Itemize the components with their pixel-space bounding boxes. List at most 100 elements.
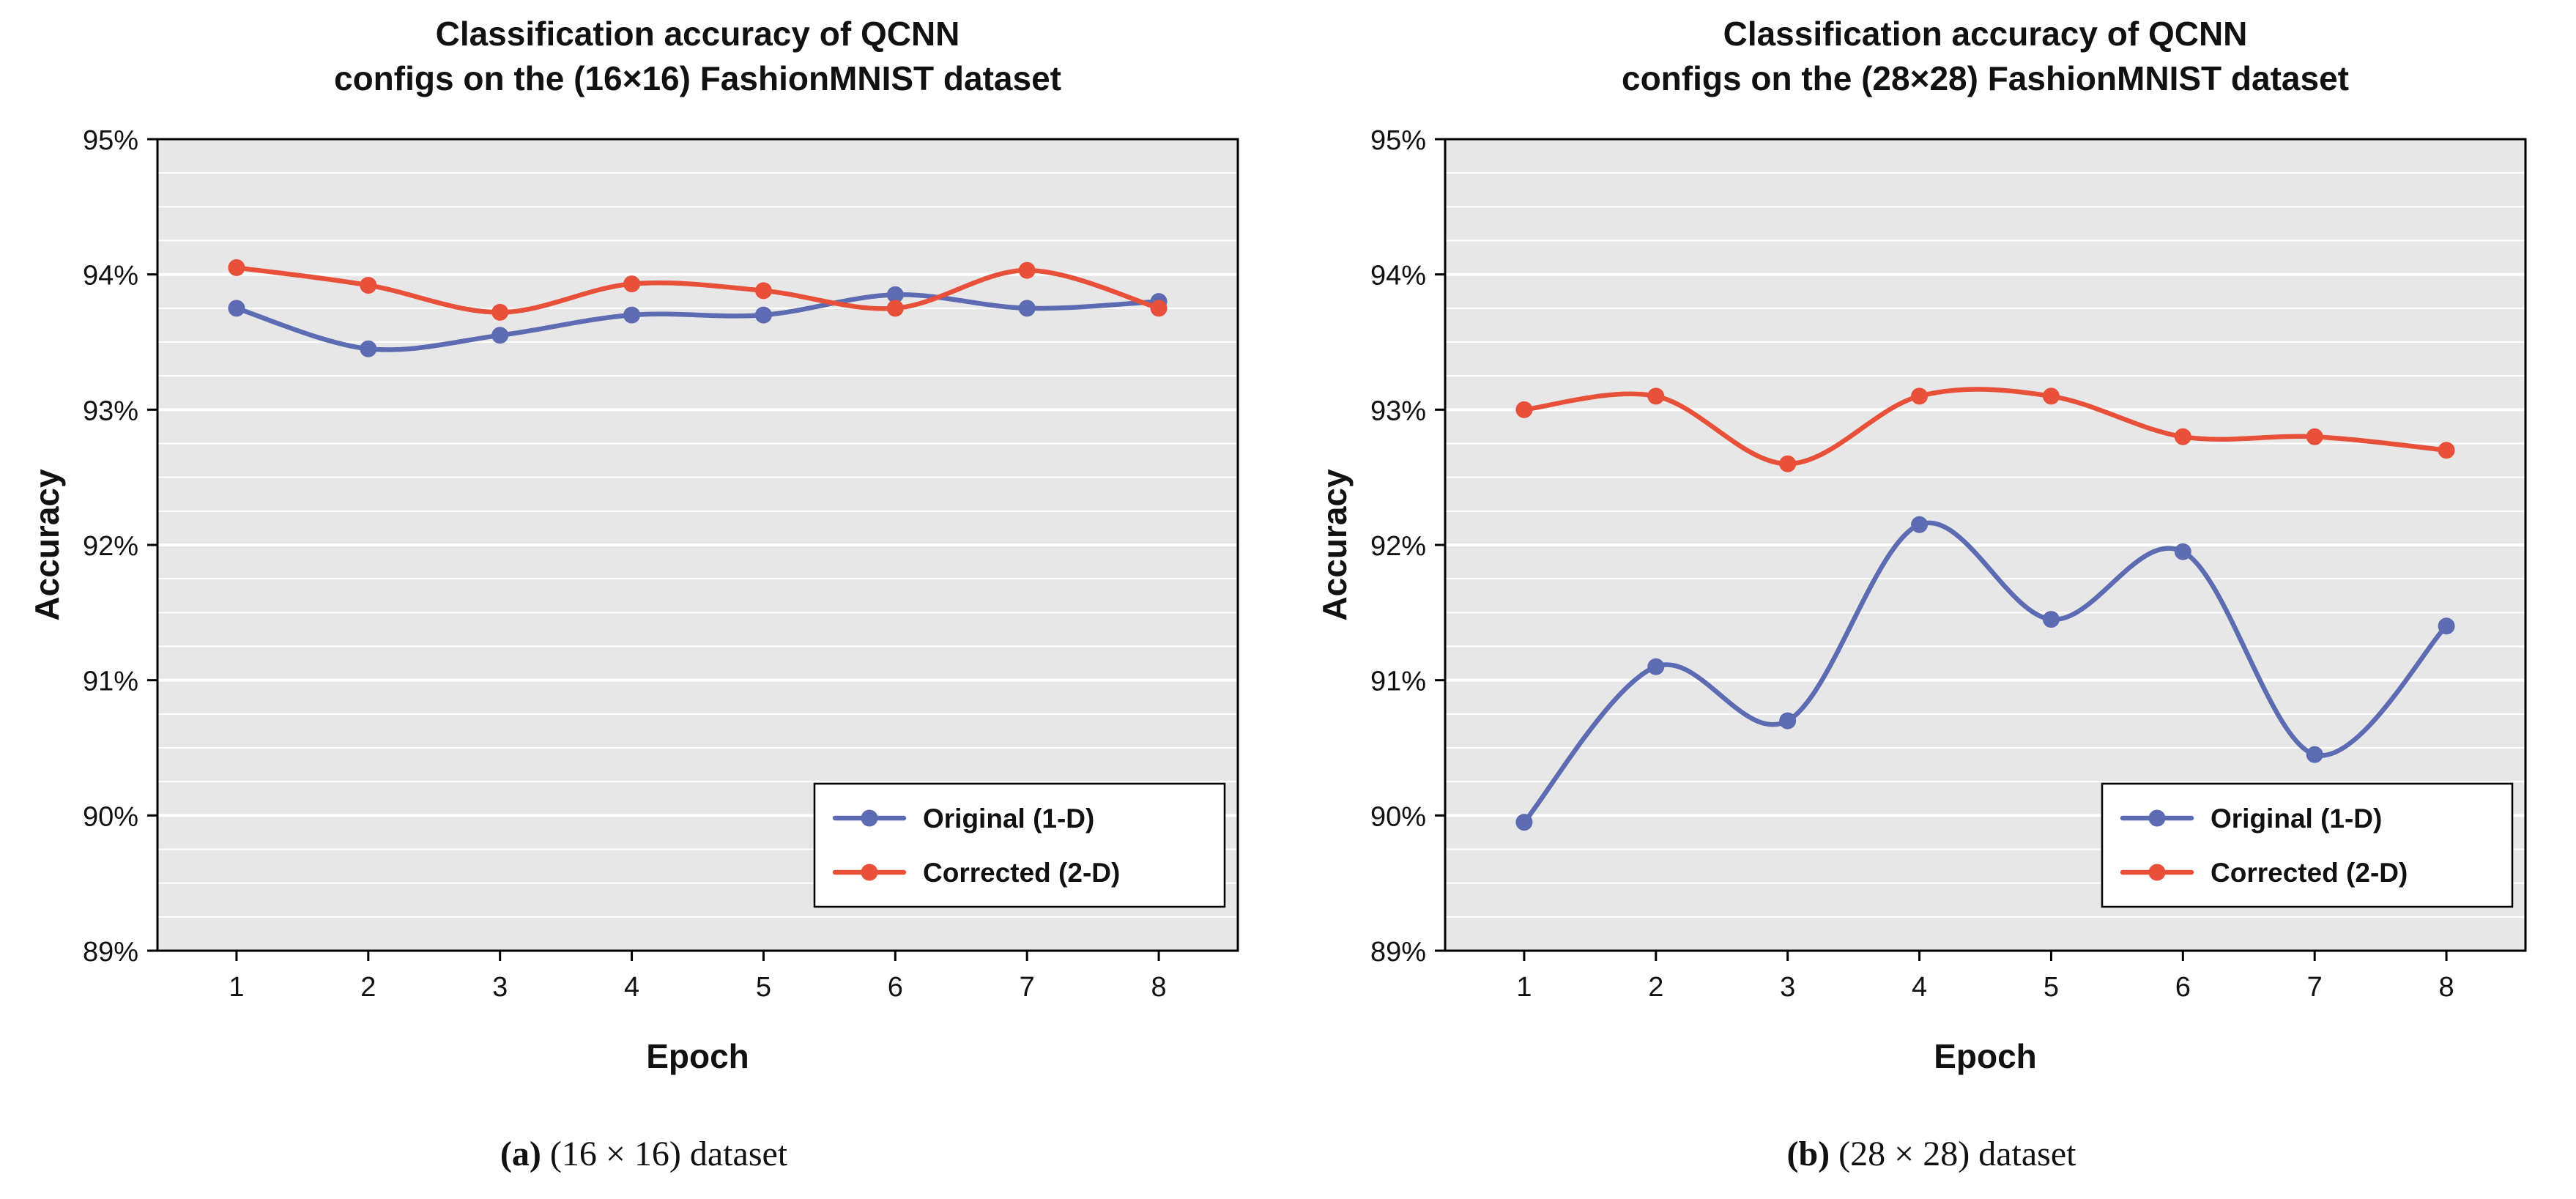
y-tick-label: 91% bbox=[83, 667, 138, 697]
series-line bbox=[1521, 520, 2449, 825]
minor-gridlines bbox=[1445, 172, 2525, 918]
y-axis-label: Accuracy bbox=[1315, 469, 1354, 621]
data-point-marker bbox=[2438, 442, 2455, 459]
legend-label: Corrected (2-D) bbox=[923, 858, 1120, 888]
data-point-marker bbox=[2438, 617, 2455, 635]
y-tick-label: 93% bbox=[83, 396, 138, 426]
chart-title-28x28: Classification accuracy of QCNN configs … bbox=[1622, 15, 2349, 97]
x-axis-label: Epoch bbox=[1934, 1037, 2037, 1075]
x-tick-label: 5 bbox=[2044, 972, 2059, 1003]
x-tick-label: 4 bbox=[1912, 972, 1927, 1003]
x-tick-label: 5 bbox=[756, 972, 771, 1003]
legend-marker bbox=[2148, 809, 2166, 827]
legend: Original (1-D) Corrected (2-D) bbox=[813, 782, 1226, 908]
series-corrected bbox=[1515, 387, 2455, 472]
x-tick-label: 8 bbox=[2439, 972, 2454, 1003]
data-point-marker bbox=[2174, 543, 2191, 560]
y-tick-label: 95% bbox=[83, 125, 138, 156]
y-axis-label: Accuracy bbox=[28, 469, 66, 621]
y-tick-label: 89% bbox=[1370, 937, 1426, 968]
data-point-marker bbox=[2306, 428, 2323, 445]
data-point-marker bbox=[228, 300, 245, 317]
data-point-marker bbox=[1647, 658, 1665, 675]
legend-marker bbox=[2148, 864, 2166, 881]
y-axis-ticks: 89% 90% 91% 92% 93% 94% 95% bbox=[83, 125, 157, 968]
y-tick-label: 93% bbox=[1370, 396, 1426, 426]
data-point-marker bbox=[2042, 387, 2060, 405]
x-tick-label: 3 bbox=[1780, 972, 1795, 1003]
x-axis-ticks: 1 2 3 4 5 6 7 8 bbox=[1516, 951, 2454, 1003]
legend-box bbox=[813, 782, 1226, 908]
data-point-marker bbox=[228, 259, 245, 276]
data-point-marker bbox=[623, 275, 641, 293]
y-tick-label: 90% bbox=[83, 801, 138, 832]
y-tick-label: 92% bbox=[83, 531, 138, 562]
data-point-marker bbox=[2174, 428, 2191, 445]
data-point-marker bbox=[1150, 300, 1168, 317]
legend-label: Original (1-D) bbox=[923, 803, 1094, 834]
x-tick-label: 3 bbox=[492, 972, 508, 1003]
data-point-marker bbox=[754, 306, 772, 324]
x-tick-label: 1 bbox=[229, 972, 244, 1003]
legend: Original (1-D) Corrected (2-D) bbox=[2101, 782, 2514, 908]
y-tick-label: 89% bbox=[83, 937, 138, 968]
subfigure-a: Classification accuracy of QCNN configs … bbox=[0, 15, 1288, 1174]
data-point-marker bbox=[1911, 387, 1929, 405]
data-point-marker bbox=[623, 306, 641, 324]
series-line bbox=[234, 265, 1162, 315]
x-tick-label: 7 bbox=[2307, 972, 2323, 1003]
data-point-marker bbox=[491, 303, 509, 321]
caption-b-label: (b) bbox=[1786, 1135, 1830, 1173]
data-point-marker bbox=[1647, 387, 1665, 405]
y-tick-label: 90% bbox=[1370, 801, 1426, 832]
y-tick-label: 95% bbox=[1370, 125, 1426, 156]
series-line bbox=[234, 292, 1162, 352]
data-point-marker bbox=[1515, 814, 1533, 831]
legend-marker bbox=[861, 864, 878, 881]
caption-a-text: (16 × 16) dataset bbox=[541, 1135, 788, 1173]
x-tick-label: 1 bbox=[1516, 972, 1532, 1003]
legend-marker bbox=[861, 809, 878, 827]
data-point-marker bbox=[1779, 712, 1797, 730]
x-tick-label: 6 bbox=[2175, 972, 2191, 1003]
legend-label: Corrected (2-D) bbox=[2211, 858, 2408, 888]
data-point-marker bbox=[1911, 516, 1929, 533]
x-tick-label: 6 bbox=[888, 972, 903, 1003]
data-point-marker bbox=[1515, 401, 1533, 418]
series-original bbox=[1515, 516, 2455, 831]
y-tick-label: 92% bbox=[1370, 531, 1426, 562]
data-point-marker bbox=[360, 276, 377, 294]
data-point-marker bbox=[886, 300, 904, 317]
legend-box bbox=[2101, 782, 2514, 908]
y-tick-label: 91% bbox=[1370, 667, 1426, 697]
caption-b-text: (28 × 28) dataset bbox=[1830, 1135, 2076, 1173]
data-point-marker bbox=[1779, 455, 1797, 472]
x-tick-label: 2 bbox=[360, 972, 376, 1003]
data-point-marker bbox=[491, 327, 509, 344]
y-tick-label: 94% bbox=[83, 261, 138, 292]
data-point-marker bbox=[1018, 300, 1036, 317]
y-axis-ticks: 89% 90% 91% 92% 93% 94% 95% bbox=[1370, 125, 1445, 968]
data-point-marker bbox=[754, 282, 772, 300]
x-axis-label: Epoch bbox=[646, 1037, 749, 1075]
subfigure-b: Classification accuracy of QCNN configs … bbox=[1288, 0, 2575, 1199]
minor-gridlines bbox=[157, 172, 1238, 918]
series-corrected bbox=[228, 259, 1168, 321]
caption-a-label: (a) bbox=[500, 1135, 541, 1173]
x-tick-label: 4 bbox=[624, 972, 639, 1003]
data-point-marker bbox=[1018, 261, 1036, 279]
x-axis-ticks: 1 2 3 4 5 6 7 8 bbox=[229, 951, 1167, 1003]
data-point-marker bbox=[360, 340, 377, 357]
series-line bbox=[1521, 387, 2449, 467]
y-tick-label: 94% bbox=[1370, 261, 1426, 292]
subfigure-a-caption: (a) (16 × 16) dataset bbox=[0, 1134, 1288, 1174]
x-tick-label: 7 bbox=[1020, 972, 1035, 1003]
line-chart-28x28: 89% 90% 91% 92% 93% 94% 95% 1 2 3 4 5 6 7 8 Accuracy Epo… bbox=[1315, 125, 2527, 1075]
chart-title-16x16: Classification accuracy of QCNN configs … bbox=[334, 15, 1061, 97]
line-chart-16x16: 89% 90% 91% 92% 93% 94% 95% 1 2 3 4 5 6 7 8 Accuracy Epo… bbox=[28, 125, 1239, 1075]
data-point-marker bbox=[2042, 611, 2060, 628]
x-tick-label: 2 bbox=[1648, 972, 1663, 1003]
subfigure-b-caption: (b) (28 × 28) dataset bbox=[1288, 1134, 2575, 1174]
data-point-marker bbox=[2306, 746, 2323, 763]
